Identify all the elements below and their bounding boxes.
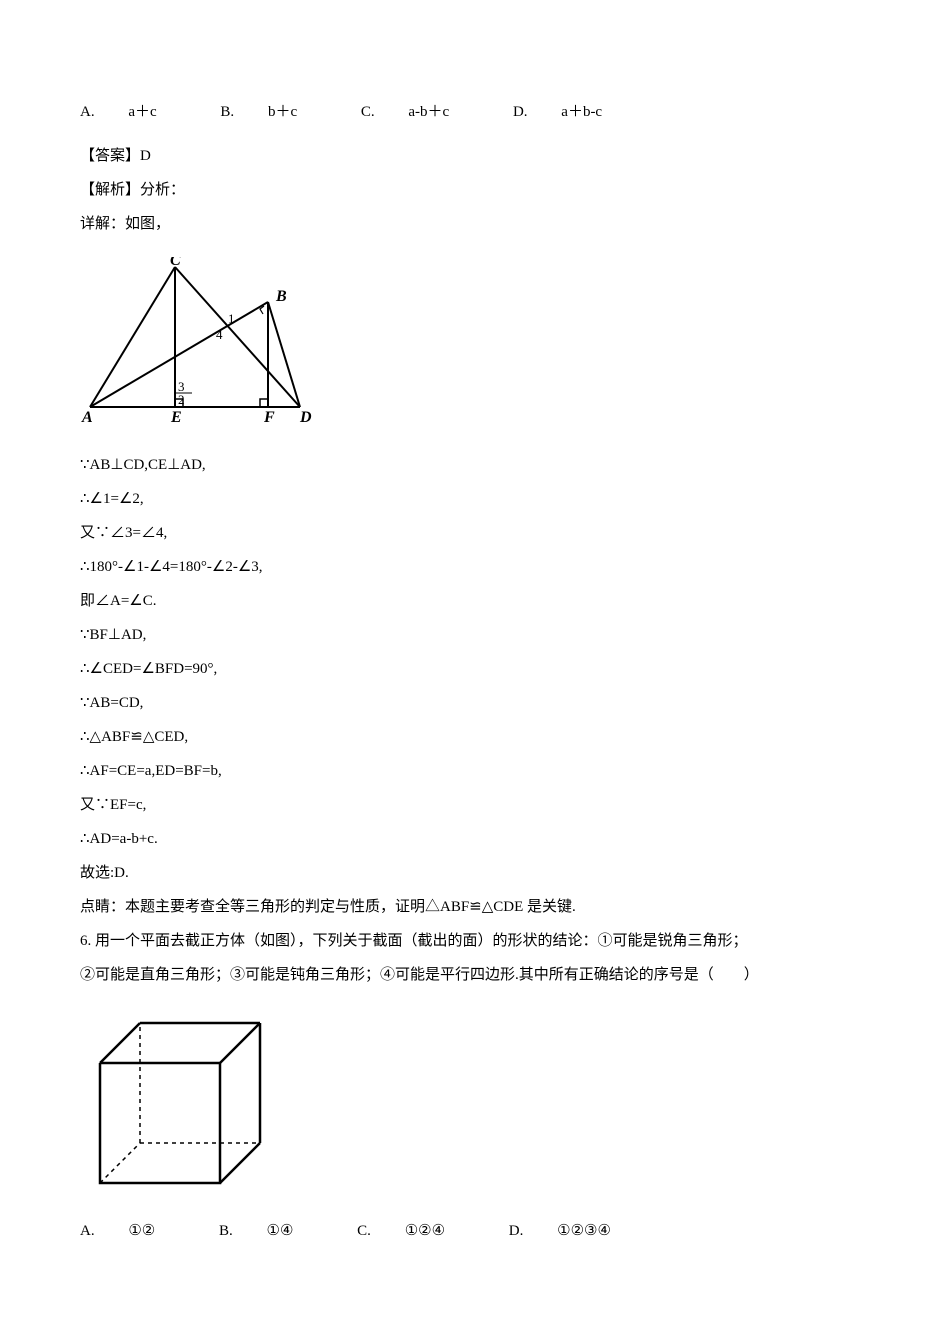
q6-options: A. ①② B. ①④ C. ①②④ D. ①②③④	[80, 1221, 870, 1240]
proof-line: ∴AD=a-b+c.	[80, 824, 870, 854]
svg-text:F: F	[263, 409, 275, 426]
proof-line: ∵AB=CD,	[80, 688, 870, 718]
svg-text:E: E	[170, 409, 182, 426]
proof-line: ∵AB⊥CD,CE⊥AD,	[80, 450, 870, 480]
q6-option-d: D. ①②③④	[509, 1223, 641, 1239]
svg-text:D: D	[299, 409, 312, 426]
q5-analysis-label: 【解析】分析：	[80, 175, 870, 205]
proof-line: 即∠A=∠C.	[80, 586, 870, 616]
svg-text:C: C	[170, 257, 181, 269]
q5-option-a: A. a＋c	[80, 104, 187, 120]
q6-option-c: C. ①②④	[357, 1223, 475, 1239]
svg-text:B: B	[275, 288, 287, 305]
q5-option-d: D. a＋b-c	[513, 104, 632, 120]
q5-proof: ∵AB⊥CD,CE⊥AD, ∴∠1=∠2, 又∵∠3=∠4, ∴180°-∠1-…	[80, 450, 870, 888]
q5-comment: 点睛：本题主要考查全等三角形的判定与性质，证明△ABF≌△CDE 是关键.	[80, 892, 870, 922]
proof-line: ∴∠CED=∠BFD=90°,	[80, 654, 870, 684]
q6-option-b: B. ①④	[219, 1223, 323, 1239]
q5-detail-label: 详解：如图，	[80, 209, 870, 239]
q5-figure: A E F D C B 1 4 3 2	[80, 257, 870, 432]
q5-answer: 【答案】D	[80, 141, 870, 171]
q6-stem: 6. 用一个平面去截正方体（如图），下列关于截面（截出的面）的形状的结论：①可能…	[80, 926, 870, 956]
q6-stem-line1: 用一个平面去截正方体（如图），下列关于截面（截出的面）的形状的结论：①可能是锐角…	[95, 933, 748, 949]
q5-option-c: C. a-b＋c	[361, 104, 479, 120]
triangle-diagram: A E F D C B 1 4 3 2	[80, 257, 320, 427]
svg-text:A: A	[81, 409, 93, 426]
svg-text:4: 4	[216, 327, 223, 342]
q6-figure	[80, 1008, 870, 1203]
proof-line: 又∵∠3=∠4,	[80, 518, 870, 548]
proof-line: ∴△ABF≌△CED,	[80, 722, 870, 752]
svg-text:1: 1	[228, 311, 235, 326]
proof-line: ∴180°-∠1-∠4=180°-∠2-∠3,	[80, 552, 870, 582]
q6-stem-line2: ②可能是直角三角形；③可能是钝角三角形；④可能是平行四边形.其中所有正确结论的序…	[80, 960, 870, 990]
proof-line: ∴AF=CE=a,ED=BF=b,	[80, 756, 870, 786]
proof-line: 故选:D.	[80, 858, 870, 888]
q5-option-b: B. b＋c	[220, 104, 327, 120]
q5-options: A. a＋c B. b＋c C. a-b＋c D. a＋b-c	[80, 100, 870, 121]
q6-option-a: A. ①②	[80, 1223, 185, 1239]
svg-text:2: 2	[178, 392, 185, 407]
proof-line: ∴∠1=∠2,	[80, 484, 870, 514]
q6-number: 6.	[80, 933, 91, 949]
proof-line: 又∵EF=c,	[80, 790, 870, 820]
proof-line: ∵BF⊥AD,	[80, 620, 870, 650]
cube-diagram	[80, 1008, 270, 1198]
